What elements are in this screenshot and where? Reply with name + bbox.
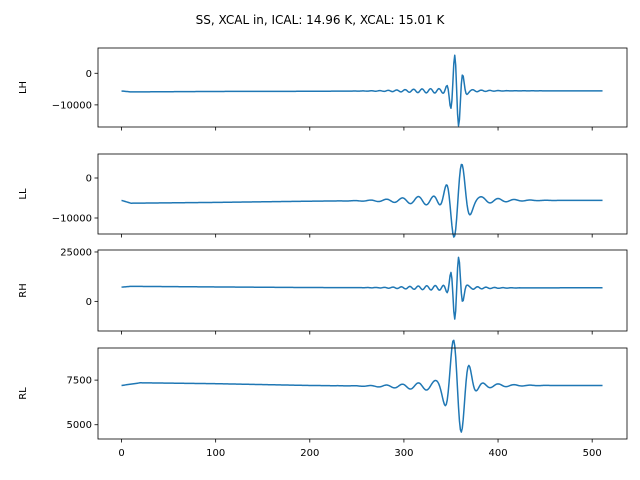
y-tick-label: −10000 [52, 100, 92, 111]
axes-frame [97, 249, 628, 332]
y-axis-label: LH [18, 81, 29, 94]
chart-title: SS, XCAL in, ICAL: 14.96 K, XCAL: 15.01 … [196, 13, 446, 27]
series-line-rl [121, 339, 603, 433]
x-tick-label: 500 [583, 448, 602, 459]
panel-ll: 0 −10000 LL [18, 153, 628, 238]
x-tick-label: 300 [394, 448, 413, 459]
y-tick-label: 0 [86, 174, 92, 185]
panel-rl: 7500 5000 0 100 200 300 400 500 RL [18, 339, 628, 459]
y-axis-label: RH [18, 283, 29, 297]
y-tick-label: 0 [86, 69, 92, 80]
x-tick-label: 400 [488, 448, 507, 459]
axes-frame [97, 153, 628, 235]
y-tick-label: 25000 [60, 247, 92, 258]
y-tick-label: 0 [86, 297, 92, 308]
x-tick-label: 200 [300, 448, 319, 459]
x-tick-label: 100 [206, 448, 225, 459]
axes-frame [97, 347, 628, 440]
y-tick-label: 5000 [67, 420, 92, 431]
y-axis-label: RL [18, 387, 29, 400]
x-tick-label: 0 [118, 448, 124, 459]
subplot-grid: 0 −10000 LH 0 −10000 LL 25000 0 RH 7500 5000 0 100 20… [18, 47, 628, 459]
panel-rh: 25000 0 RH [18, 247, 628, 335]
axes-frame [97, 47, 628, 128]
panel-lh: 0 −10000 LH [18, 47, 628, 131]
series-line-lh [121, 54, 603, 127]
y-axis-label: LL [18, 188, 29, 200]
y-tick-label: −10000 [52, 214, 92, 225]
series-line-rh [121, 256, 603, 320]
y-tick-label: 7500 [67, 376, 92, 387]
series-line-ll [121, 163, 603, 238]
